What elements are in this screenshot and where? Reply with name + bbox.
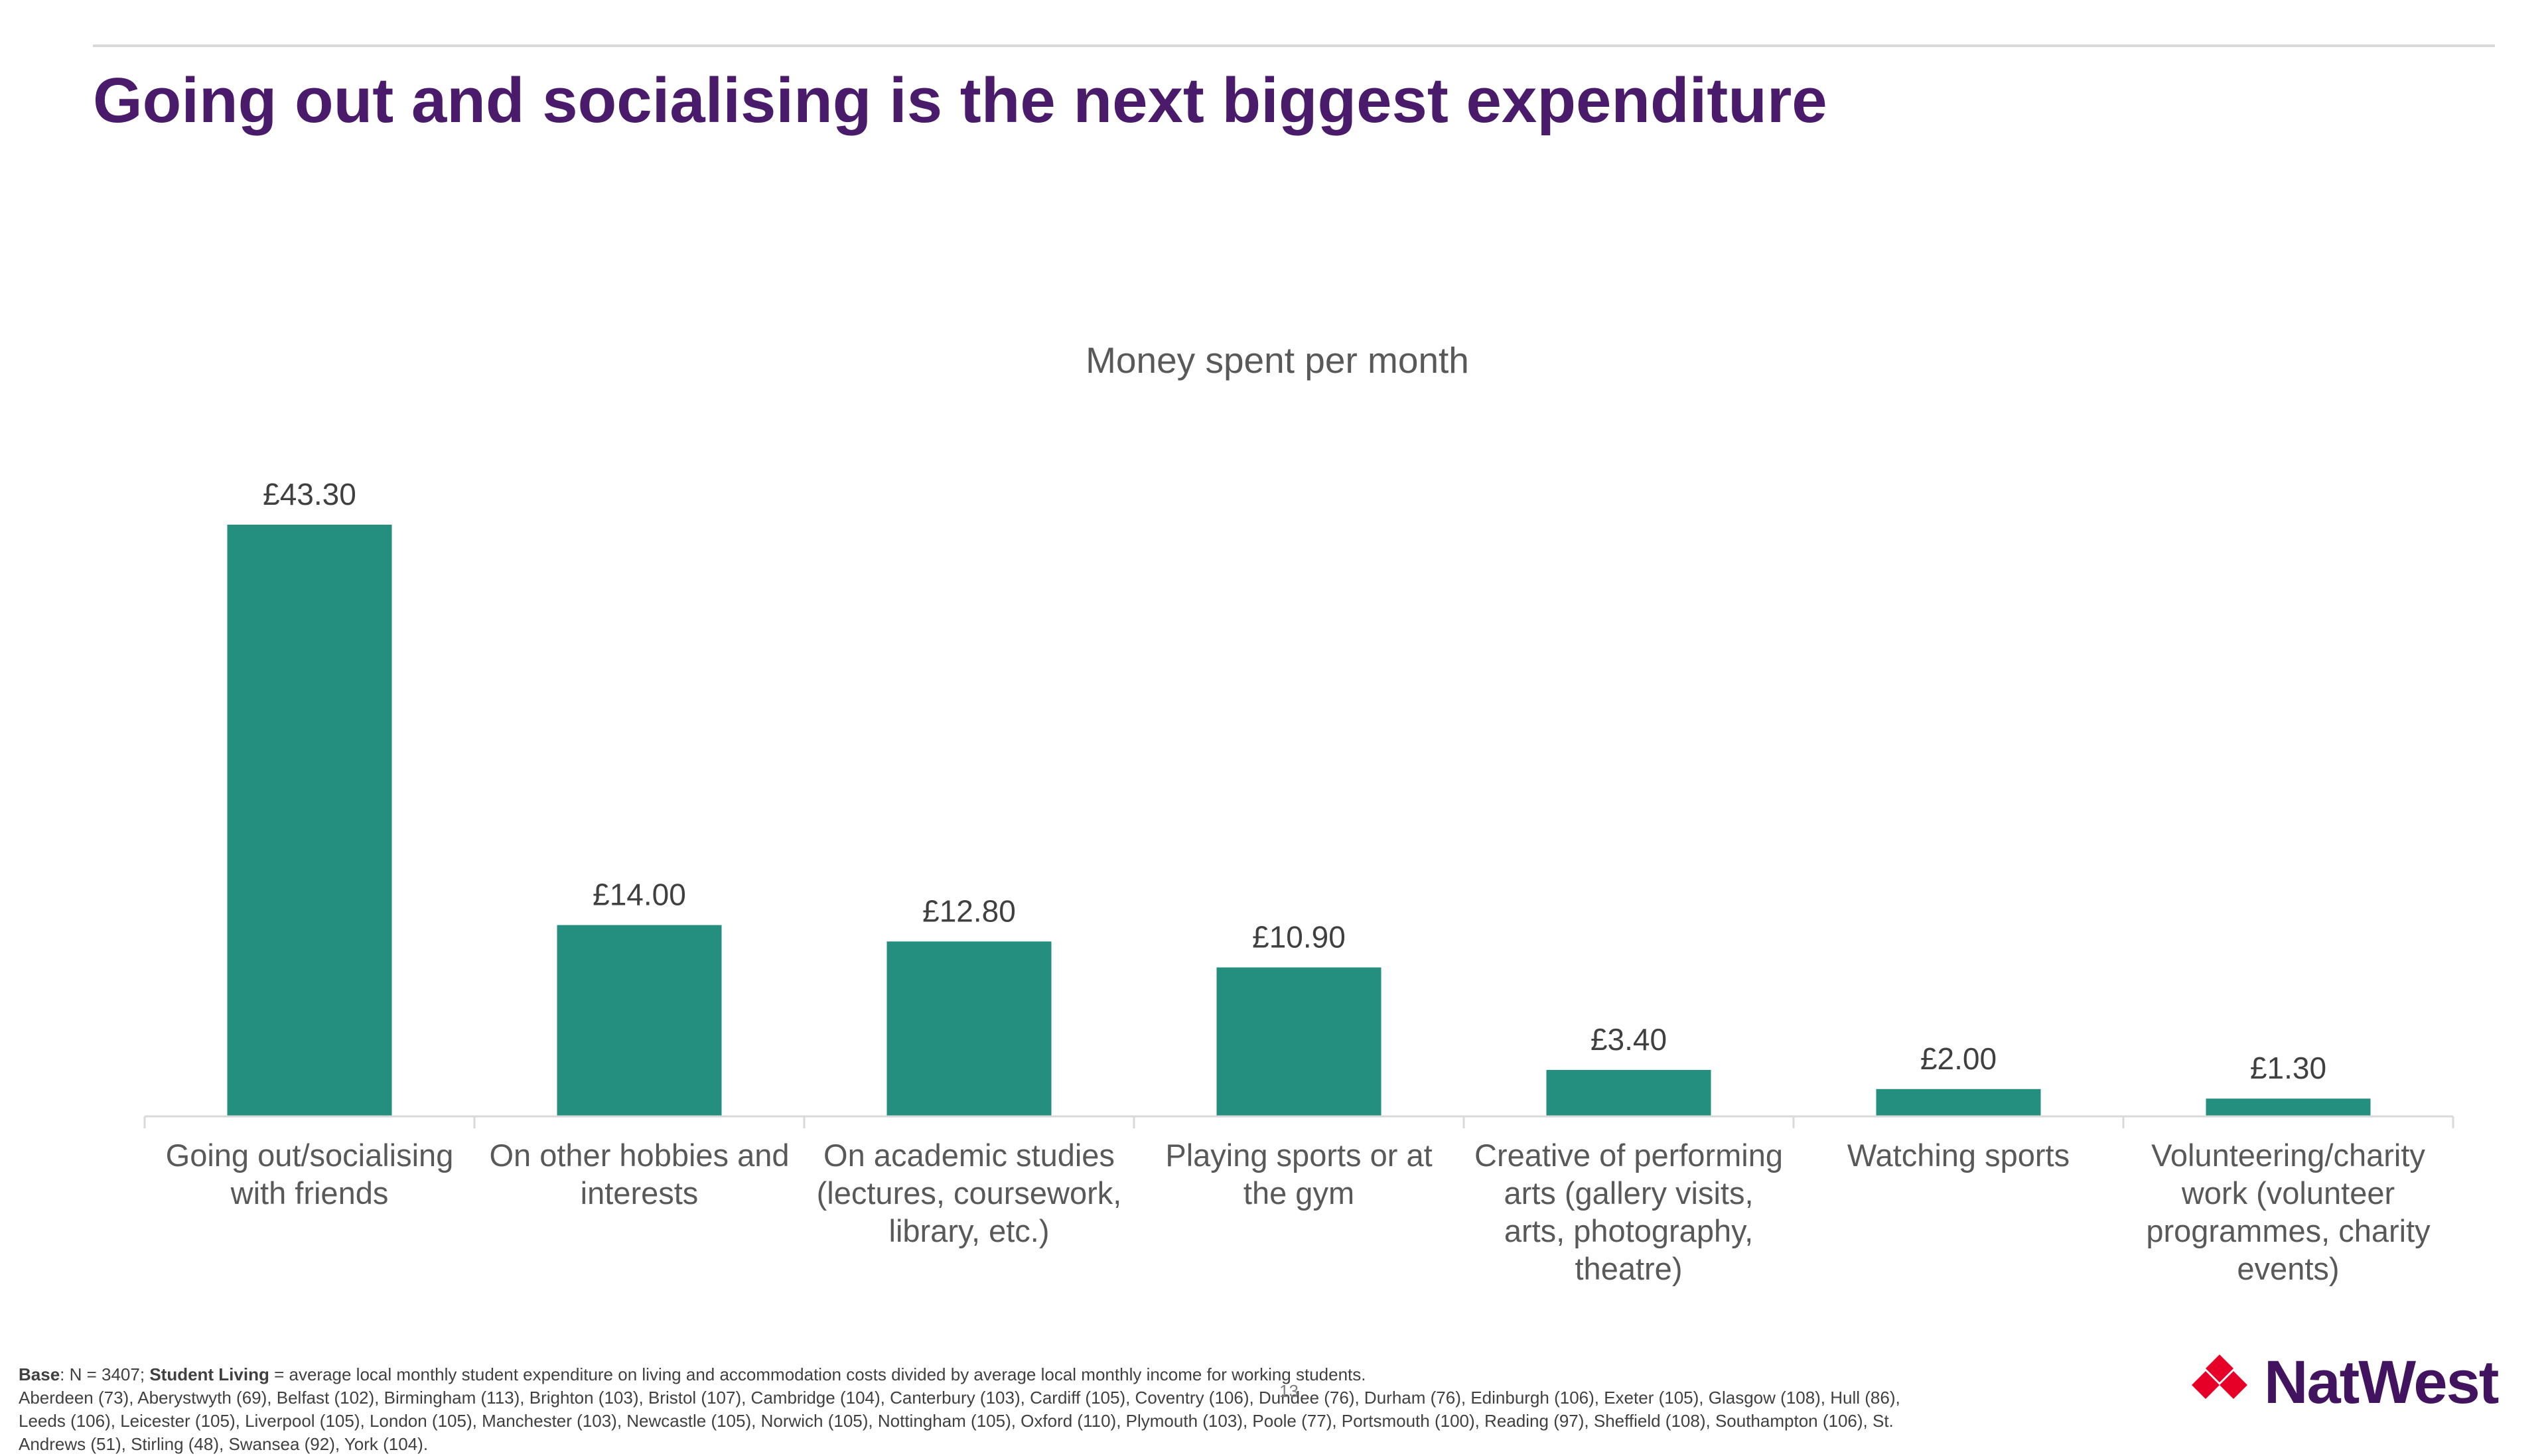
bar: [1546, 1069, 1711, 1116]
category-label: Creative of performing arts (gallery visi…: [1474, 1138, 1783, 1286]
category-label: Playing sports or at the gym: [1165, 1138, 1432, 1211]
data-label: £14.00: [593, 878, 686, 912]
data-label: £2.00: [1920, 1041, 1997, 1076]
student-living-label: Student Living: [149, 1364, 269, 1384]
bar: [886, 941, 1052, 1116]
data-label: £12.80: [922, 893, 1016, 928]
bar-chart: Money spent per month £43.30 £14.00 £12.80…: [143, 340, 2454, 1286]
bar: [557, 925, 722, 1116]
category-label: Watching sports: [1847, 1138, 2070, 1173]
category-label: Volunteering/charity work (volunteer progr…: [2146, 1138, 2431, 1286]
footnote-line-3: Leeds (106), Leicester (105), Liverpool …: [19, 1411, 1894, 1431]
base-text: : N = 3407;: [60, 1364, 150, 1384]
base-label: Base: [19, 1364, 60, 1384]
footnote: Base: N = 3407; Student Living = average…: [19, 1363, 2102, 1456]
student-living-text: = average local monthly student expendit…: [269, 1364, 1366, 1384]
category-label: On academic studies (lectures, coursework…: [817, 1138, 1122, 1248]
natwest-logo: NatWest: [2190, 1349, 2502, 1416]
data-label: £3.40: [1591, 1022, 1667, 1057]
data-label: £10.90: [1252, 919, 1346, 954]
bar: [1876, 1089, 2041, 1116]
data-label: £43.30: [263, 477, 356, 511]
category-label: Going out/socialising with friends: [166, 1138, 454, 1211]
bar: [1216, 967, 1381, 1116]
data-label: £1.30: [2250, 1051, 2326, 1085]
natwest-cubes-icon: [2192, 1355, 2247, 1399]
bar: [2206, 1098, 2371, 1116]
page-number: 13: [1279, 1381, 1299, 1401]
footnote-line-4: Andrews (51), Stirling (48), Swansea (92…: [19, 1434, 429, 1454]
brand-name: NatWest: [2264, 1349, 2499, 1416]
slide-title: Going out and socialising is the next bi…: [93, 65, 1827, 136]
chart-title: Money spent per month: [1086, 340, 1469, 381]
footnote-line-1: Base: N = 3407; Student Living = average…: [19, 1363, 2102, 1386]
category-label: On other hobbies and interests: [489, 1138, 789, 1211]
footnote-line-2: Aberdeen (73), Aberystwyth (69), Belfast…: [19, 1388, 1900, 1408]
bar: [227, 525, 392, 1116]
top-divider: [93, 44, 2495, 47]
